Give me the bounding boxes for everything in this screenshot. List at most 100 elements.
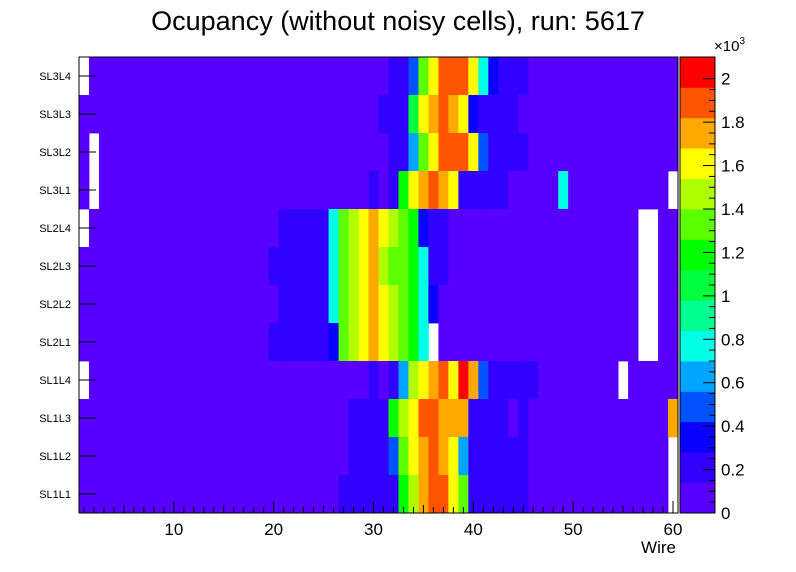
heatmap-cell [608, 247, 619, 286]
palette-band [680, 300, 715, 331]
y-tick-label: SL3L4 [39, 71, 71, 83]
z-tick-label: 1.4 [721, 200, 745, 219]
heatmap-cell [328, 209, 339, 248]
heatmap-cell [158, 399, 170, 438]
heatmap-cell [558, 285, 569, 324]
heatmap-cell [338, 171, 349, 210]
heatmap-cell [138, 437, 150, 476]
heatmap-cell [298, 475, 310, 514]
z-scale-exponent: 3 [739, 36, 745, 47]
heatmap-cell [588, 437, 599, 476]
y-tick-label: SL1L2 [39, 451, 71, 463]
heatmap-cell [358, 399, 369, 438]
x-tick-label: 50 [564, 520, 583, 539]
heatmap-cell [408, 475, 419, 514]
heatmap-cell [468, 209, 479, 248]
heatmap-cell [528, 437, 539, 476]
heatmap-cell [318, 95, 329, 134]
heatmap-cell [158, 57, 170, 96]
heatmap-cell [188, 57, 200, 96]
color-palette [679, 56, 716, 514]
heatmap-cell [388, 285, 399, 324]
heatmap-cell [238, 361, 250, 400]
y-tick-label: SL1L1 [39, 489, 71, 501]
heatmap-cell [508, 171, 519, 210]
heatmap-cell [668, 57, 679, 96]
heatmap-cell [538, 475, 549, 514]
heatmap-cell [608, 361, 619, 400]
heatmap-cell [338, 57, 349, 96]
heatmap-cell [418, 285, 429, 324]
heatmap-cell [618, 399, 629, 438]
heatmap-cell [518, 399, 529, 438]
heatmap-cell [128, 361, 140, 400]
heatmap-cell [558, 399, 569, 438]
heatmap-cell [498, 323, 509, 362]
z-scale-label: ×103 [714, 36, 745, 55]
heatmap-cell [368, 209, 379, 248]
heatmap-cell [198, 247, 210, 286]
heatmap-cell [618, 247, 629, 286]
heatmap-cell [448, 475, 459, 514]
heatmap-cell [578, 209, 589, 248]
y-tick-label: SL1L3 [39, 413, 71, 425]
heatmap-cell [498, 399, 509, 438]
y-tick-label: SL2L1 [39, 337, 71, 349]
palette-band [680, 391, 715, 423]
heatmap-cell [128, 171, 140, 210]
heatmap-cell [398, 399, 409, 438]
heatmap-cell [398, 323, 409, 362]
x-tick-label: 10 [164, 520, 183, 539]
heatmap-cell [398, 247, 409, 286]
heatmap-cell [188, 361, 200, 400]
heatmap-cell [198, 171, 210, 210]
heatmap-cell [428, 209, 439, 248]
heatmap-cell [458, 399, 469, 438]
heatmap-cell [468, 133, 479, 172]
heatmap-cell [258, 247, 270, 286]
heatmap-cell [168, 475, 180, 514]
heatmap-cell [508, 133, 519, 172]
heatmap-cell [488, 323, 499, 362]
heatmap-cell [558, 323, 569, 362]
heatmap-cell [218, 95, 230, 134]
heatmap-cell [168, 133, 180, 172]
heatmap-cell [518, 133, 529, 172]
heatmap-cell [668, 209, 679, 248]
heatmap-cell [508, 247, 519, 286]
heatmap-cell [198, 57, 210, 96]
heatmap-cell [488, 95, 499, 134]
heatmap-cell [228, 285, 240, 324]
heatmap-cell [568, 133, 579, 172]
heatmap-cell [168, 95, 180, 134]
y-tick-label: SL2L2 [39, 299, 71, 311]
heatmap-cell [298, 285, 310, 324]
heatmap-cell [618, 285, 629, 324]
heatmap-cell [338, 285, 349, 324]
heatmap-cell [498, 57, 509, 96]
heatmap-cell [478, 361, 489, 400]
heatmap-cell [498, 475, 509, 514]
heatmap-cell [148, 209, 160, 248]
heatmap-cell [528, 475, 539, 514]
heatmap-cell [208, 57, 220, 96]
palette-band [680, 148, 715, 179]
heatmap-cell [518, 171, 529, 210]
y-tick-label: SL3L2 [39, 147, 71, 159]
heatmap-cell [278, 247, 290, 286]
heatmap-cell [178, 247, 190, 286]
heatmap-cell [618, 133, 629, 172]
heatmap-cell [648, 399, 659, 438]
palette-band [680, 87, 715, 119]
heatmap-cell [598, 399, 609, 438]
heatmap-cell [418, 323, 429, 362]
heatmap-cell [428, 285, 439, 324]
heatmap-cell [458, 95, 469, 134]
heatmap-cell [598, 209, 609, 248]
x-tick-label: 60 [664, 520, 683, 539]
heatmap-cell [528, 133, 539, 172]
heatmap-cell [108, 437, 120, 476]
heatmap-cell [348, 399, 359, 438]
heatmap-cell [188, 171, 200, 210]
heatmap-cell [468, 399, 479, 438]
